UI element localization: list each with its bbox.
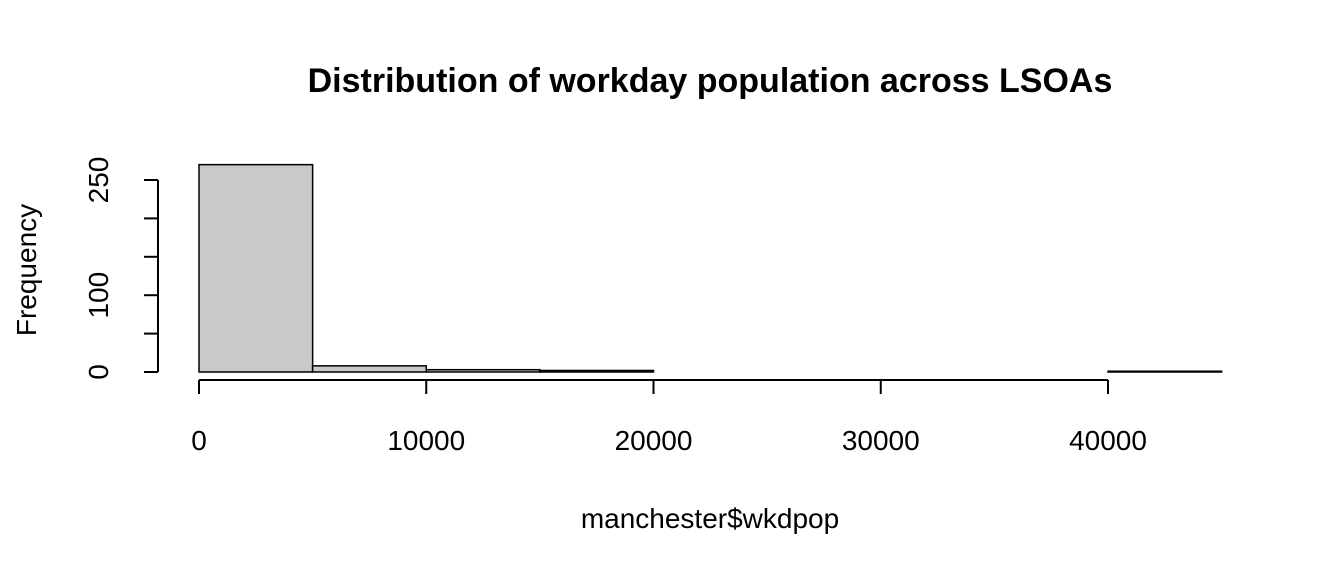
chart-title: Distribution of workday population acros…: [308, 62, 1113, 100]
y-tick-label-0: 0: [83, 364, 114, 380]
x-tick-label-2: 20000: [615, 425, 693, 456]
x-tick-label-4: 40000: [1069, 425, 1147, 456]
bars-group: [198, 163, 1223, 373]
histogram-bar-3: [539, 369, 655, 373]
histogram-bar-8: [1107, 370, 1223, 373]
y-tick-label-2: 100: [83, 272, 114, 319]
histogram-bar-1: [311, 365, 427, 373]
y-tick-label-5: 250: [83, 157, 114, 204]
x-axis: 0 10000 20000 30000 40000: [191, 379, 1147, 456]
x-axis-label: manchester$wkdpop: [581, 503, 839, 534]
y-axis-label: Frequency: [11, 204, 42, 336]
y-axis: 0 100 250: [83, 157, 159, 380]
histogram-bar-0: [198, 163, 314, 373]
histogram-bar-2: [425, 368, 541, 373]
x-tick-label-1: 10000: [387, 425, 465, 456]
x-tick-label-0: 0: [191, 425, 207, 456]
x-tick-label-3: 30000: [842, 425, 920, 456]
